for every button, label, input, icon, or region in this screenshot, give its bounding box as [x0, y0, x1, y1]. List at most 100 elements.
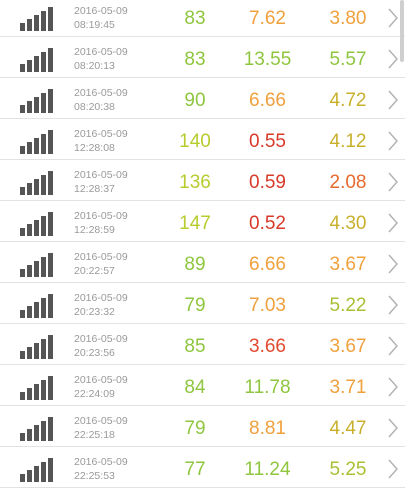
value-1: 90: [184, 90, 206, 111]
timestamp: 2016-05-09 22:25:18: [74, 414, 128, 442]
list-item[interactable]: 2016-05-09 20:23:32 79 7.03 5.22: [0, 283, 405, 324]
row-date: 2016-05-09: [74, 292, 128, 304]
signal-strength-icon: [20, 376, 54, 400]
value-3: 4.30: [329, 213, 367, 234]
row-date: 2016-05-09: [74, 251, 128, 263]
value-1: 85: [184, 336, 206, 357]
row-date: 2016-05-09: [74, 169, 128, 181]
value-2: 6.66: [249, 90, 286, 111]
signal-strength-icon: [20, 130, 54, 154]
chevron-right-icon[interactable]: [387, 417, 399, 439]
timestamp: 2016-05-09 20:22:57: [74, 250, 128, 278]
signal-strength-icon: [20, 48, 54, 72]
timestamp: 2016-05-09 12:28:59: [74, 209, 128, 237]
value-3: 4.47: [329, 418, 367, 439]
signal-strength-icon: [20, 417, 54, 441]
timestamp: 2016-05-09 08:20:38: [74, 86, 128, 114]
row-time: 20:23:56: [74, 347, 115, 359]
list-item[interactable]: 2016-05-09 20:22:57 89 6.66 3.67: [0, 242, 405, 283]
chevron-right-icon[interactable]: [387, 212, 399, 234]
row-date: 2016-05-09: [74, 87, 128, 99]
list-item[interactable]: 2016-05-09 20:23:56 85 3.66 3.67: [0, 324, 405, 365]
list-item[interactable]: 2016-05-09 08:20:38 90 6.66 4.72: [0, 78, 405, 119]
signal-strength-icon: [20, 458, 54, 482]
chevron-right-icon[interactable]: [387, 376, 399, 398]
row-date: 2016-05-09: [74, 5, 128, 17]
list-item[interactable]: 2016-05-09 22:24:09 84 11.78 3.71: [0, 365, 405, 406]
value-2: 0.55: [249, 131, 286, 152]
value-3: 3.67: [329, 336, 367, 357]
value-2: 3.66: [249, 336, 286, 357]
row-time: 12:28:37: [74, 183, 115, 195]
chevron-right-icon[interactable]: [387, 7, 399, 29]
chevron-right-icon[interactable]: [387, 130, 399, 152]
timestamp: 2016-05-09 12:28:08: [74, 127, 128, 155]
list-item[interactable]: 2016-05-09 08:19:45 83 7.62 3.80: [0, 0, 405, 37]
value-1: 147: [179, 213, 211, 234]
value-2: 6.66: [249, 254, 286, 275]
list-item[interactable]: 2016-05-09 12:28:59 147 0.52 4.30: [0, 201, 405, 242]
chevron-right-icon[interactable]: [387, 335, 399, 357]
signal-strength-icon: [20, 335, 54, 359]
chevron-right-icon[interactable]: [387, 48, 399, 70]
row-time: 12:28:59: [74, 224, 115, 236]
timestamp: 2016-05-09 20:23:56: [74, 332, 128, 360]
value-2: 0.52: [249, 213, 286, 234]
signal-strength-icon: [20, 294, 54, 318]
row-date: 2016-05-09: [74, 128, 128, 140]
row-time: 22:25:18: [74, 429, 115, 441]
value-2: 0.59: [249, 172, 286, 193]
row-time: 08:19:45: [74, 19, 115, 31]
value-3: 5.57: [329, 49, 367, 70]
list-item[interactable]: 2016-05-09 12:28:37 136 0.59 2.08: [0, 160, 405, 201]
row-date: 2016-05-09: [74, 456, 128, 468]
row-date: 2016-05-09: [74, 210, 128, 222]
row-date: 2016-05-09: [74, 415, 128, 427]
chevron-right-icon[interactable]: [387, 294, 399, 316]
row-time: 20:22:57: [74, 265, 115, 277]
value-3: 2.08: [329, 172, 367, 193]
timestamp: 2016-05-09 08:20:13: [74, 45, 128, 73]
timestamp: 2016-05-09 12:28:37: [74, 168, 128, 196]
row-date: 2016-05-09: [74, 46, 128, 58]
signal-strength-icon: [20, 89, 54, 113]
row-date: 2016-05-09: [74, 333, 128, 345]
timestamp: 2016-05-09 22:24:09: [74, 373, 128, 401]
chevron-right-icon[interactable]: [387, 171, 399, 193]
chevron-right-icon[interactable]: [387, 89, 399, 111]
value-1: 79: [184, 295, 206, 316]
value-3: 3.80: [329, 8, 367, 29]
value-3: 4.72: [329, 90, 367, 111]
value-1: 79: [184, 418, 206, 439]
scrollbar-thumb[interactable]: [400, 0, 404, 62]
chevron-right-icon[interactable]: [387, 253, 399, 275]
value-2: 11.78: [244, 377, 291, 398]
value-1: 140: [179, 131, 211, 152]
value-2: 7.03: [249, 295, 286, 316]
value-3: 5.22: [329, 295, 367, 316]
chevron-right-icon[interactable]: [387, 458, 399, 480]
value-1: 77: [184, 459, 206, 480]
value-1: 84: [184, 377, 206, 398]
row-date: 2016-05-09: [74, 374, 128, 386]
row-time: 08:20:13: [74, 60, 115, 72]
value-2: 8.81: [249, 418, 286, 439]
value-1: 89: [184, 254, 206, 275]
timestamp: 2016-05-09 20:23:32: [74, 291, 128, 319]
list-item[interactable]: 2016-05-09 22:25:53 77 11.24 5.25: [0, 447, 405, 488]
list-item[interactable]: 2016-05-09 12:28:08 140 0.55 4.12: [0, 119, 405, 160]
row-time: 20:23:32: [74, 306, 115, 318]
list-item[interactable]: 2016-05-09 08:20:13 83 13.55 5.57: [0, 37, 405, 78]
timestamp: 2016-05-09 22:25:53: [74, 455, 128, 483]
list-item[interactable]: 2016-05-09 22:25:18 79 8.81 4.47: [0, 406, 405, 447]
signal-strength-icon: [20, 253, 54, 277]
value-3: 3.67: [329, 254, 367, 275]
signal-strength-icon: [20, 212, 54, 236]
signal-strength-icon: [20, 7, 54, 31]
value-3: 4.12: [329, 131, 367, 152]
value-3: 5.25: [329, 459, 367, 480]
row-time: 22:24:09: [74, 388, 115, 400]
value-1: 83: [184, 49, 206, 70]
row-time: 22:25:53: [74, 470, 115, 482]
row-time: 08:20:38: [74, 101, 115, 113]
